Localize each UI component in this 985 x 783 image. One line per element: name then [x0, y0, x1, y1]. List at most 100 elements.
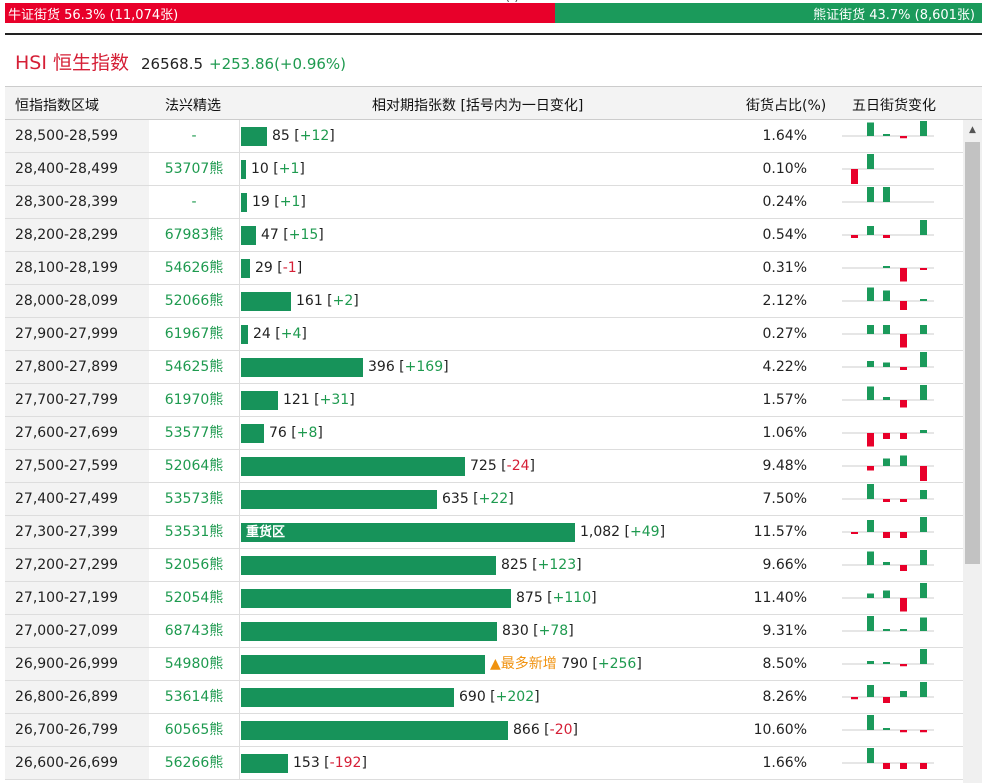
pick-warrant-link[interactable]: 53531熊 — [164, 524, 224, 540]
count-bar — [241, 490, 437, 509]
table-row: 28,400-28,499 53707熊 10 [+1] 0.10% — [5, 153, 963, 186]
five-day-sparkline — [842, 748, 934, 769]
count-info: 85 [+12] — [272, 128, 335, 144]
index-range-cell: 28,500-28,599 — [5, 120, 149, 152]
index-range-cell: 26,900-26,999 — [5, 648, 149, 680]
index-range-cell: 27,300-27,399 — [5, 516, 149, 548]
column-divider — [239, 450, 240, 482]
count-info: 866 [-20] — [513, 722, 578, 738]
sparkline-up-bar — [867, 685, 874, 697]
count-bar — [241, 424, 264, 443]
sparkline-up-bar — [883, 590, 890, 598]
index-range-cell: 27,800-27,899 — [5, 351, 149, 383]
count-info: 76 [+8] — [269, 425, 323, 441]
pick-warrant-link[interactable]: 52054熊 — [164, 590, 224, 606]
count-value: 47 — [261, 227, 279, 243]
count-info: 830 [+78] — [502, 623, 574, 639]
count-value: 825 — [501, 557, 528, 573]
header-share-pct: 街货占比(%) — [746, 98, 827, 114]
sparkline-up-bar — [883, 728, 890, 730]
sparkline-up-bar — [867, 593, 874, 598]
bear-share-label: 熊证街货 43.7% (8,601张) — [813, 7, 975, 23]
pick-warrant-link[interactable]: 52066熊 — [164, 293, 224, 309]
sparkline-down-bar — [851, 697, 858, 700]
header-divider — [5, 33, 982, 35]
sparkline-up-bar — [883, 458, 890, 466]
pick-warrant-link[interactable]: 60565熊 — [164, 722, 224, 738]
count-bar — [241, 127, 267, 146]
share-pct-cell: 11.40% — [753, 590, 807, 606]
count-bar — [241, 721, 508, 740]
count-value: 153 — [293, 755, 320, 771]
sparkline-up-bar — [867, 361, 874, 367]
one-day-change: +256 — [597, 656, 637, 672]
count-value: 396 — [368, 359, 395, 375]
one-day-change: +169 — [404, 359, 444, 375]
table-row: 27,700-27,799 61970熊 121 [+31] 1.57% — [5, 384, 963, 417]
sparkline-down-bar — [900, 763, 907, 769]
share-pct-cell: 1.64% — [762, 128, 807, 144]
scrollbar-thumb[interactable] — [965, 142, 980, 564]
pick-warrant-link[interactable]: 54980熊 — [164, 656, 224, 672]
five-day-sparkline — [842, 649, 934, 667]
table-row: 27,500-27,599 52064熊 725 [-24] 9.48% — [5, 450, 963, 483]
pick-warrant-link[interactable]: 61970熊 — [164, 392, 224, 408]
index-range-cell: 27,200-27,299 — [5, 549, 149, 581]
one-day-change: -24 — [506, 458, 530, 474]
column-divider — [239, 252, 240, 284]
sparkline-up-bar — [883, 562, 890, 565]
pick-warrant-link: - — [191, 128, 197, 144]
sparkline-down-bar — [883, 433, 890, 439]
sparkline-down-bar — [851, 235, 858, 238]
sparkline-down-bar — [883, 532, 890, 538]
table-row: 27,300-27,399 53531熊 重货区 1,082 [+49] 11.57% — [5, 516, 963, 549]
pick-warrant-link[interactable]: 68743熊 — [164, 623, 224, 639]
count-value: 24 — [253, 326, 271, 342]
sparkline-down-bar — [900, 598, 907, 612]
pick-warrant-link[interactable]: 61967熊 — [164, 326, 224, 342]
count-bar — [241, 259, 250, 278]
pick-warrant-link[interactable]: 53577熊 — [164, 425, 224, 441]
pick-warrant-link[interactable]: 54626熊 — [164, 260, 224, 276]
count-value: 85 — [272, 128, 290, 144]
five-day-sparkline — [842, 352, 934, 370]
pick-warrant-link[interactable]: 67983熊 — [164, 227, 224, 243]
pick-warrant-link[interactable]: 52064熊 — [164, 458, 224, 474]
one-day-change: +110 — [552, 590, 592, 606]
pick-warrant-link[interactable]: 53707熊 — [164, 161, 224, 177]
five-day-sparkline — [842, 266, 934, 282]
count-info: 29 [-1] — [255, 260, 303, 276]
share-pct-cell: 0.27% — [762, 326, 807, 342]
pick-warrant-link[interactable]: 56266熊 — [164, 755, 224, 771]
header-relative-count: 相对期指张数 [括号内为一日变化] — [372, 98, 584, 114]
ratio-bar-caption: ( ) — [505, 0, 519, 4]
sparkline-up-bar — [920, 517, 927, 532]
column-divider — [239, 285, 240, 317]
index-range-cell: 26,700-26,799 — [5, 714, 149, 746]
pick-warrant-link[interactable]: 54625熊 — [164, 359, 224, 375]
column-divider — [239, 648, 240, 680]
sparkline-down-bar — [900, 400, 907, 408]
sparkline-up-bar — [883, 629, 890, 631]
share-pct-cell: 8.50% — [762, 656, 807, 672]
count-bar — [241, 391, 278, 410]
count-info: 161 [+2] — [296, 293, 359, 309]
five-day-sparkline — [842, 715, 934, 733]
table-row: 28,000-28,099 52066熊 161 [+2] 2.12% — [5, 285, 963, 318]
five-day-sparkline — [842, 220, 934, 238]
pick-warrant-link[interactable]: 53573熊 — [164, 491, 224, 507]
vertical-scrollbar[interactable]: ▲ — [963, 120, 982, 783]
index-range-cell: 26,800-26,899 — [5, 681, 149, 713]
sparkline-up-bar — [920, 121, 927, 136]
table-row: 27,600-27,699 53577熊 76 [+8] 1.06% — [5, 417, 963, 450]
five-day-sparkline — [842, 187, 934, 203]
one-day-change: +78 — [538, 623, 569, 639]
scroll-up-arrow-icon[interactable]: ▲ — [969, 125, 976, 135]
count-value: 161 — [296, 293, 323, 309]
pick-warrant-link[interactable]: 52056熊 — [164, 557, 224, 573]
sparkline-down-bar — [900, 433, 907, 439]
count-info: 825 [+123] — [501, 557, 582, 573]
sparkline-up-bar — [867, 551, 874, 565]
count-bar — [241, 754, 288, 773]
pick-warrant-link[interactable]: 53614熊 — [164, 689, 224, 705]
